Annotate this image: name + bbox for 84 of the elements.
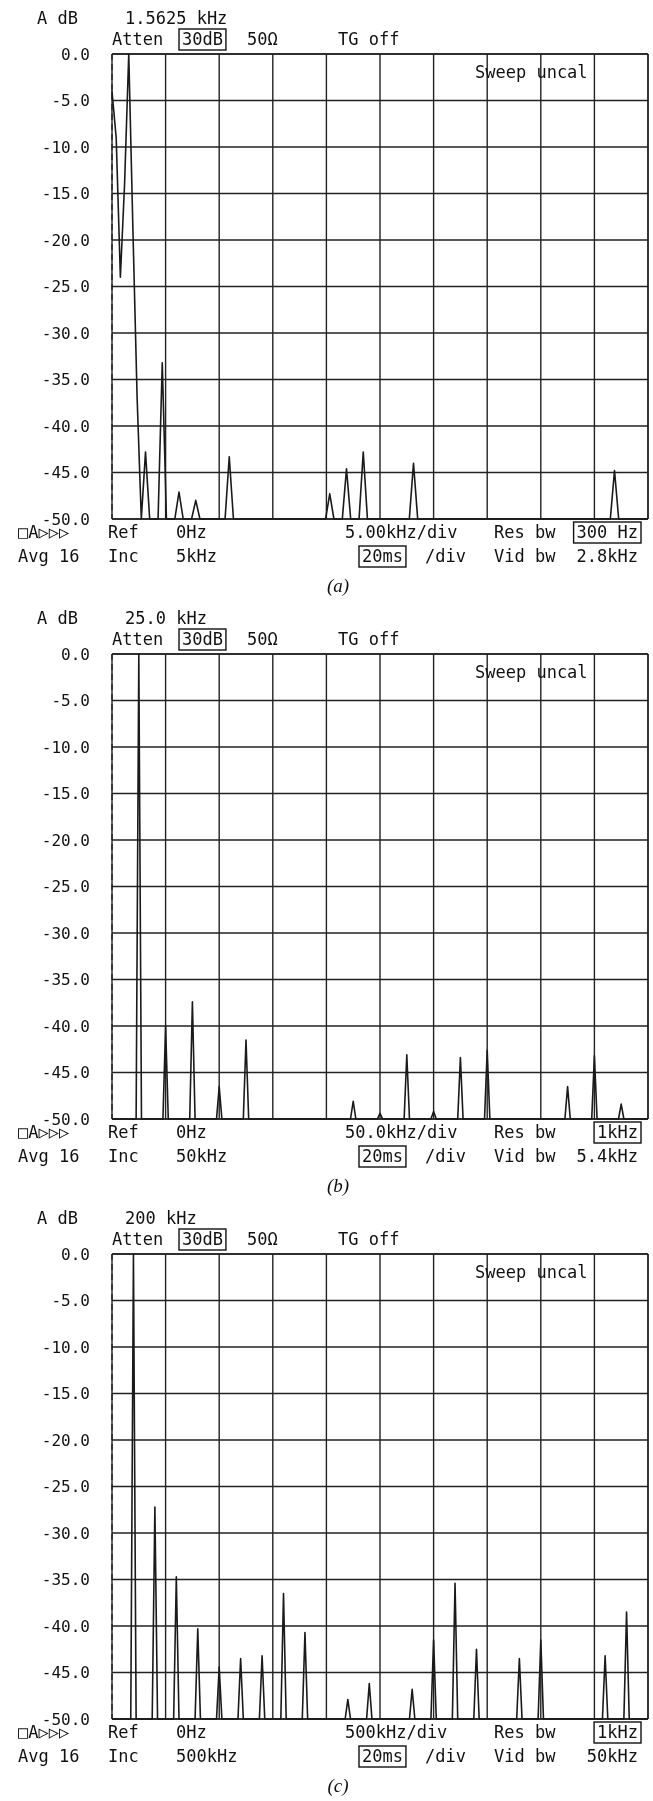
line-series [111, 53, 649, 520]
y-tick-label: -15.0 [41, 1384, 90, 1404]
y-tick-label: -10.0 [41, 1337, 90, 1357]
y-tick-label: -30.0 [41, 923, 90, 943]
y-tick-label: -45.0 [41, 1063, 90, 1083]
text: Avg 16 [18, 1746, 80, 1766]
text: Res bw [494, 522, 557, 542]
text: 50.0kHz/div [345, 1122, 458, 1142]
y-tick-label: -15.0 [41, 784, 90, 804]
text: 50kHz [586, 1746, 638, 1766]
y-tick-label: -20.0 [41, 1430, 90, 1450]
y-tick-label: -45.0 [41, 463, 90, 483]
text: 500kHz/div [345, 1722, 448, 1742]
text: Atten [112, 1229, 164, 1249]
text: 0Hz [176, 1122, 207, 1142]
text: Inc [108, 1746, 139, 1766]
text: 200 kHz [125, 1208, 197, 1228]
y-tick-label: -35.0 [41, 370, 90, 390]
text: Atten [112, 29, 164, 49]
text: 50Ω [247, 1229, 278, 1249]
text: TG off [338, 1229, 400, 1249]
y-tick-label: -5.0 [51, 1291, 90, 1311]
text: TG off [338, 29, 400, 49]
y-tick-label: -30.0 [41, 1523, 90, 1543]
line-series [111, 1253, 649, 1720]
text: (a) [326, 575, 350, 597]
text: 0Hz [176, 1722, 207, 1742]
y-tick-label: -50.0 [41, 509, 90, 529]
y-tick-label: -30.0 [41, 323, 90, 343]
y-tick-label: -50.0 [41, 1709, 90, 1729]
text: Inc [108, 546, 139, 566]
y-tick-label: -35.0 [41, 1570, 90, 1590]
y-tick-label: -35.0 [41, 970, 90, 990]
y-tick-label: -5.0 [51, 91, 90, 111]
text: Vid bw [494, 546, 557, 566]
y-axis-title: A dB [37, 8, 78, 28]
y-tick-label: -50.0 [41, 1109, 90, 1129]
text: 2.8kHz [576, 546, 638, 566]
text: 50kHz [176, 1146, 228, 1166]
text: 5.4kHz [576, 1146, 638, 1166]
y-axis-title: A dB [37, 608, 78, 628]
text: 25.0 kHz [125, 608, 207, 628]
y-tick-label: -10.0 [41, 137, 90, 157]
y-tick-label: -20.0 [41, 230, 90, 250]
y-tick-label: 0.0 [61, 644, 90, 664]
y-axis-title: A dB [37, 1208, 78, 1228]
y-tick-label: -45.0 [41, 1663, 90, 1683]
text: 50Ω [247, 629, 278, 649]
y-tick-label: -25.0 [41, 277, 90, 297]
y-tick-label: -40.0 [41, 1616, 90, 1636]
y-tick-label: 0.0 [61, 1244, 90, 1264]
y-tick-label: 0.0 [61, 44, 90, 64]
text: Avg 16 [18, 1146, 80, 1166]
text: Ref [108, 1722, 139, 1742]
y-tick-label: -10.0 [41, 737, 90, 757]
text: Ref [108, 1122, 139, 1142]
text: TG off [338, 629, 400, 649]
text: 5.00kHz/div [345, 522, 458, 542]
text: 5kHz [176, 546, 217, 566]
text: 500kHz [176, 1746, 238, 1766]
text: /div [425, 1746, 466, 1766]
y-tick-label: -20.0 [41, 830, 90, 850]
y-tick-label: -40.0 [41, 1016, 90, 1036]
text: Res bw [494, 1122, 557, 1142]
text: Avg 16 [18, 546, 80, 566]
y-tick-label: -40.0 [41, 416, 90, 436]
text: Vid bw [494, 1746, 557, 1766]
text: Vid bw [494, 1146, 557, 1166]
y-tick-label: -25.0 [41, 1477, 90, 1497]
text: Atten [112, 629, 164, 649]
text: 1.5625 kHz [125, 8, 228, 28]
y-tick-label: -25.0 [41, 877, 90, 897]
text: (b) [326, 1175, 350, 1197]
text: 50Ω [247, 29, 278, 49]
text: Res bw [494, 1722, 557, 1742]
text: /div [425, 1146, 466, 1166]
y-tick-label: -5.0 [51, 691, 90, 711]
text: Ref [108, 522, 139, 542]
y-tick-label: -15.0 [41, 184, 90, 204]
text: (c) [327, 1775, 349, 1797]
text: 0Hz [176, 522, 207, 542]
text: /div [425, 546, 466, 566]
line-series [111, 653, 649, 1120]
text: Inc [108, 1146, 139, 1166]
